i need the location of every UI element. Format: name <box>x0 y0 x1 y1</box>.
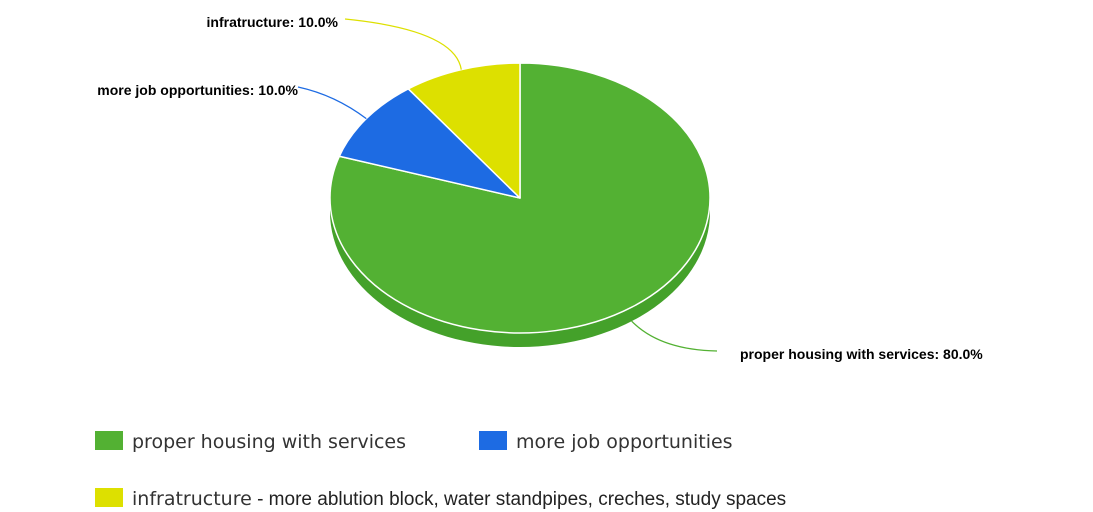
data-label-0: proper housing with services: 80.0% <box>740 346 983 362</box>
legend-label-1: more job opportunities <box>516 431 733 453</box>
pie-slice-1[interactable] <box>338 88 521 199</box>
data-label-1: more job opportunities: 10.0% <box>97 82 298 98</box>
pie-slice-2[interactable] <box>407 62 521 199</box>
pie-leader-lines <box>297 18 718 352</box>
data-label-2: infratructure: 10.0% <box>207 14 339 30</box>
legend-item-2[interactable]: infratructure - more ablution block, wat… <box>95 488 786 510</box>
legend-swatch-0 <box>95 431 123 450</box>
legend-label-2: infratructure - more ablution block, wat… <box>132 488 786 510</box>
pie-data-labels: proper housing with services: 80.0% more … <box>97 14 983 362</box>
leader-line-1 <box>297 86 367 120</box>
leader-line-2 <box>344 18 462 70</box>
leader-line-0 <box>631 320 718 352</box>
legend-swatch-2 <box>95 488 123 507</box>
pie-slices <box>329 62 711 334</box>
legend-item-0[interactable]: proper housing with services <box>95 431 406 453</box>
legend-item-1[interactable]: more job opportunities <box>479 431 733 453</box>
legend: proper housing with services more job opp… <box>95 431 786 510</box>
pie-slice-0[interactable] <box>329 62 711 334</box>
legend-swatch-1 <box>479 431 507 450</box>
legend-label-0: proper housing with services <box>132 431 406 453</box>
